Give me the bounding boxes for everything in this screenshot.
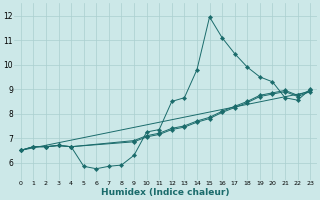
X-axis label: Humidex (Indice chaleur): Humidex (Indice chaleur) (101, 188, 230, 197)
